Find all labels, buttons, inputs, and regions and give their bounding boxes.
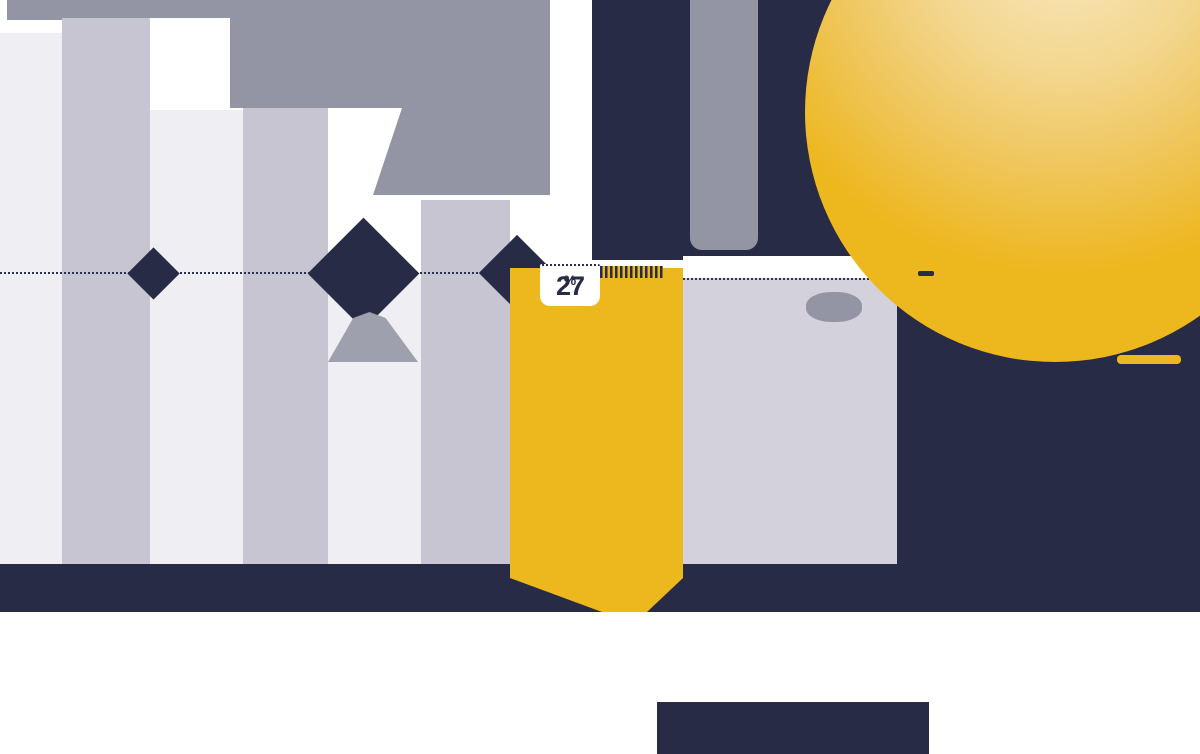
dotted-baseline [0,272,598,274]
hanging-gray-bar [690,0,758,250]
bar-3 [150,110,243,564]
baseline-dash-on-circle [918,271,934,276]
bar-panel [683,278,897,564]
bar-4 [243,108,328,564]
percentage-callout: 27% [540,264,600,306]
navy-panel-left [592,0,683,260]
smudged-heading-bar [1117,355,1181,364]
callout-value: 27 [555,270,585,301]
hatch-transition [600,266,663,278]
bar-highlight [510,268,683,612]
bar-1 [0,33,62,564]
bar-2 [62,18,150,564]
smudged-label-pill [806,292,862,322]
legend-text-block [657,702,929,754]
callout-unit: % [563,272,577,288]
legend [657,702,1031,754]
